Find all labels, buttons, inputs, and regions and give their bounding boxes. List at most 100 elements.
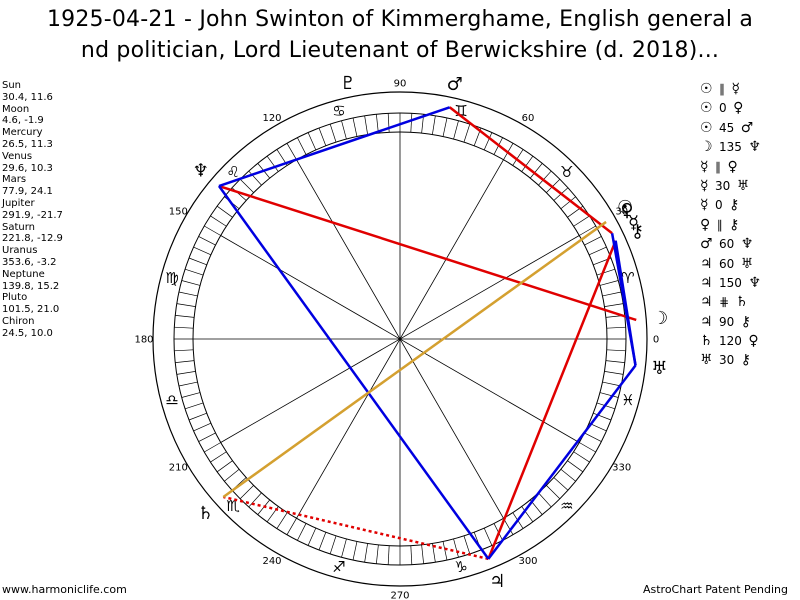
aspect-row: ☉ 45 ♂	[700, 119, 798, 138]
degree-tick	[599, 392, 619, 398]
aspect-row: ♂ 60 ♆	[700, 235, 798, 254]
degree-tick	[442, 541, 448, 561]
aspect-line-mars-neptune	[218, 106, 451, 188]
degree-tick	[453, 120, 459, 140]
degree-tick	[410, 545, 413, 565]
degree-tick	[410, 113, 413, 133]
planet-name-mars: Mars	[2, 174, 27, 186]
planet-coords-saturn: 221.8, -12.9	[2, 233, 63, 245]
degree-tick	[529, 163, 543, 179]
saturn-icon: ♄	[735, 294, 749, 311]
sun-icon: ☉	[700, 81, 713, 97]
sun-icon: ☉	[617, 197, 633, 218]
aspect-line-saturn-venus	[222, 220, 607, 498]
aspect-type: 30	[715, 178, 731, 193]
degree-tick	[538, 170, 552, 186]
planet-coords-uranus: 353.6, -3.2	[2, 256, 57, 268]
zodiac-sign-1: ♉	[560, 163, 573, 181]
degree-tick	[318, 127, 327, 146]
planet-coords-neptune: 139.8, 15.2	[2, 280, 60, 292]
degree-label: 60	[522, 113, 535, 124]
patent-notice: AstroChart Patent Pending	[642, 583, 788, 596]
aspect-row: ♃ 150 ♆	[700, 274, 798, 293]
zodiac-sign-8: ♐	[332, 558, 345, 576]
mercury-icon: ☿	[700, 177, 709, 194]
degree-tick	[538, 492, 552, 508]
degree-tick	[463, 535, 471, 555]
degree-tick	[239, 485, 254, 500]
degree-tick	[216, 205, 233, 218]
degree-label: 180	[134, 335, 153, 346]
degree-tick	[210, 215, 227, 227]
aspect-type: 60	[719, 237, 735, 252]
degree-tick	[193, 246, 212, 256]
aspect-row: ♅ 30 ⚷	[700, 351, 798, 370]
aspect-type: ⋕	[719, 295, 730, 310]
planet-coords-jupiter: 291.9, -21.7	[2, 209, 63, 221]
mercury-icon: ☿	[700, 158, 709, 175]
zodiac-sign-0: ♈	[621, 269, 634, 287]
aspect-row: ♃ ⋕ ♄	[700, 293, 798, 312]
planet-coords-mercury: 26.5, 11.3	[2, 138, 53, 150]
uranus-icon: ♅	[740, 255, 754, 272]
degree-tick	[432, 115, 436, 135]
degree-tick	[483, 132, 493, 151]
zodiac-sign-9: ♑	[454, 558, 467, 576]
degree-tick	[364, 543, 368, 563]
neptune-icon: ♆	[748, 274, 761, 291]
degree-tick	[329, 123, 337, 143]
venus-icon: ♀	[700, 216, 711, 233]
degree-label: 270	[390, 591, 409, 600]
degree-tick	[266, 155, 279, 172]
degree-tick	[503, 518, 514, 535]
degree-tick	[421, 544, 424, 564]
degree-tick	[599, 280, 619, 286]
mars-icon: ♂	[740, 119, 754, 136]
degree-tick	[210, 451, 227, 463]
aspect-row: ♃ 90 ⚷	[700, 313, 798, 332]
aspect-type: 45	[719, 120, 735, 135]
aspect-row: ☽ 135 ♆	[700, 138, 798, 157]
degree-tick	[553, 477, 569, 491]
mercury-icon: ☿	[700, 197, 709, 214]
neptune-icon: ♆	[740, 236, 754, 253]
degree-tick	[181, 280, 201, 286]
venus-icon: ♀	[748, 333, 759, 350]
website-link[interactable]: www.harmoniclife.com	[2, 583, 127, 596]
degree-tick	[521, 506, 534, 523]
zodiac-sign-3: ♋	[332, 102, 345, 120]
degree-label: 90	[394, 79, 407, 90]
aspect-row: ☉ 0 ♀	[700, 99, 798, 118]
zodiac-sign-10: ♒	[560, 497, 573, 515]
chart-title: 1925-04-21 - John Swinton of Kimmerghame…	[46, 7, 754, 63]
degree-tick	[560, 196, 576, 210]
uranus-icon: ♅	[651, 358, 667, 379]
degree-tick	[567, 460, 584, 473]
planet-coords-venus: 29.6, 10.3	[2, 162, 53, 174]
degree-tick	[604, 303, 624, 307]
moon-icon: ☽	[700, 139, 713, 156]
degree-tick	[606, 326, 626, 329]
aspect-row: ☿ 30 ♅	[700, 177, 798, 196]
degree-tick	[174, 326, 194, 329]
mercury-icon: ☿	[731, 81, 741, 97]
degree-tick	[560, 468, 576, 482]
aspect-type: 60	[719, 256, 735, 271]
degree-tick	[588, 246, 607, 256]
degree-tick	[188, 412, 207, 421]
aspect-type: ∥	[716, 217, 723, 232]
degree-tick	[178, 291, 198, 297]
aspect-line-jupiter-chiron	[487, 240, 617, 560]
degree-tick	[442, 117, 448, 137]
degree-tick	[376, 114, 379, 134]
jupiter-icon: ♃	[700, 255, 713, 272]
degree-tick	[286, 143, 297, 160]
degree-tick	[276, 512, 288, 529]
degree-tick	[198, 432, 216, 442]
jupiter-icon: ♃	[700, 294, 713, 311]
degree-tick	[364, 115, 368, 135]
planet-coords-mars: 77.9, 24.1	[2, 186, 53, 198]
degree-tick	[184, 268, 204, 276]
degree-tick	[573, 215, 590, 227]
degree-tick	[307, 527, 317, 546]
